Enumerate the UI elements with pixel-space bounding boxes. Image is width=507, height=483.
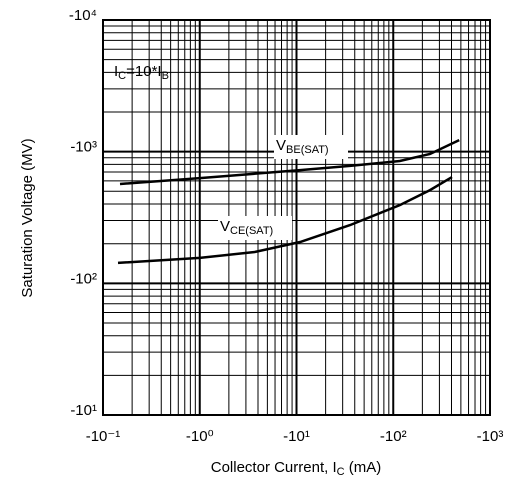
x-tick-label: -10³ — [477, 428, 504, 445]
annotation-bg — [274, 135, 348, 159]
y-tick-label: -10² — [70, 270, 97, 287]
annotation-bg — [218, 216, 292, 240]
annotation: VCE(SAT) — [220, 218, 273, 237]
y-tick-label: -10⁴ — [69, 7, 97, 24]
text-part: BE(SAT) — [286, 144, 329, 156]
text-part: B — [162, 70, 169, 82]
text-part: (mA) — [345, 459, 382, 476]
annotation: IC=10*IB — [114, 63, 169, 82]
y-tick-label: -10¹ — [70, 402, 97, 419]
text-part: V — [276, 137, 286, 154]
annotation: VBE(SAT) — [276, 137, 329, 156]
text-part: C — [337, 466, 345, 478]
text-part: CE(SAT) — [230, 225, 273, 237]
line-series — [117, 176, 453, 265]
y-tick-label: -10³ — [70, 139, 97, 156]
y-axis-label: Saturation Voltage (MV) — [19, 138, 36, 297]
text-part: C — [118, 70, 126, 82]
x-tick-label: -10⁻¹ — [86, 428, 121, 445]
line-series — [119, 138, 460, 186]
text-part: I — [114, 63, 118, 80]
text-part: =10*I — [126, 63, 161, 80]
x-tick-label: -10² — [380, 428, 407, 445]
x-tick-label: -10¹ — [283, 428, 310, 445]
plot-frame — [102, 19, 491, 416]
x-axis-label: Collector Current, IC (mA) — [211, 459, 382, 478]
x-tick-label: -10⁰ — [186, 428, 214, 445]
text-part: Collector Current, I — [211, 459, 337, 476]
text-part: V — [220, 218, 230, 235]
